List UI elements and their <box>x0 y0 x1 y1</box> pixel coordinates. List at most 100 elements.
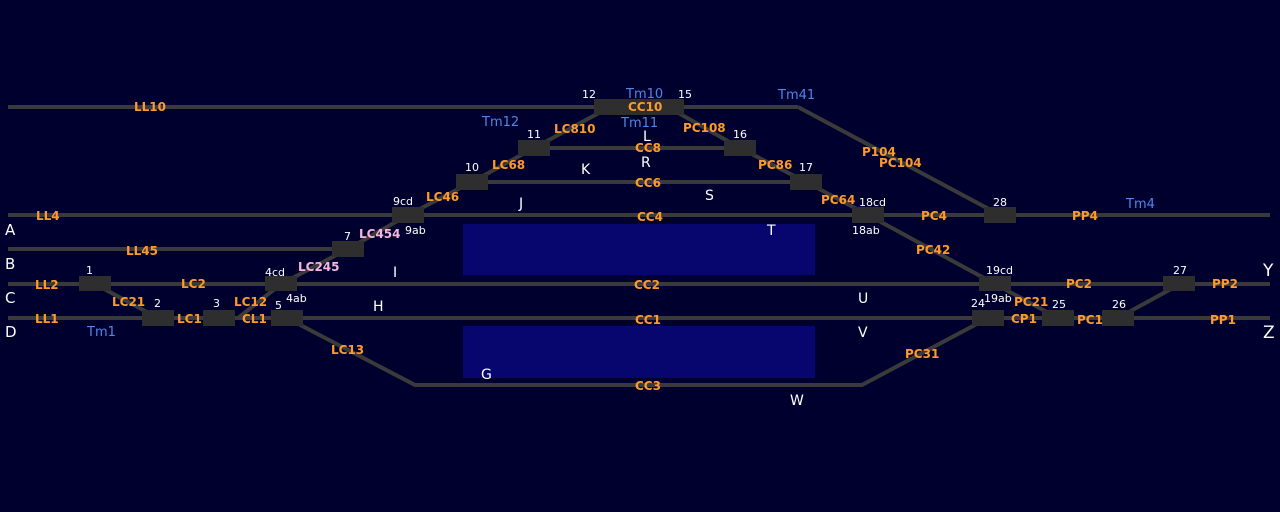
circuit-label-pc4: PC4 <box>921 209 947 223</box>
circuit-label-lc68: LC68 <box>492 158 525 172</box>
circuit-label-lc1: LC1 <box>177 312 202 326</box>
switch-block-19[interactable] <box>979 276 1011 291</box>
point-number: 2 <box>154 297 161 310</box>
circuit-label-cc10: CC10 <box>628 100 662 114</box>
circuit-label-cc3: CC3 <box>635 379 661 393</box>
switch-block-26[interactable] <box>1102 310 1134 326</box>
switch-block-3[interactable] <box>203 310 235 326</box>
point-number: 27 <box>1173 264 1187 277</box>
zone-letter-s: S <box>705 188 714 204</box>
train-tag-tm41[interactable]: Tm41 <box>777 88 815 103</box>
zone-letter-i: I <box>393 265 397 281</box>
zone-letter-t: T <box>766 223 776 239</box>
point-number: 10 <box>465 161 479 174</box>
switch-block-2[interactable] <box>142 310 174 326</box>
circuit-label-ll45: LL45 <box>126 244 158 258</box>
point-number: 17 <box>799 161 813 174</box>
circuit-label-cc6: CC6 <box>635 176 661 190</box>
point-number: 26 <box>1112 298 1126 311</box>
train-tag-tm12[interactable]: Tm12 <box>481 115 519 130</box>
point-number: 9ab <box>405 224 426 237</box>
circuit-label-pc86: PC86 <box>758 158 792 172</box>
point-number: 28 <box>993 196 1007 209</box>
circuit-label-lc12: LC12 <box>234 295 267 309</box>
switch-block-27[interactable] <box>1163 276 1195 291</box>
circuit-label-pc64: PC64 <box>821 193 855 207</box>
zone-letter-h: H <box>373 299 384 315</box>
circuit-label-ll1: LL1 <box>35 312 59 326</box>
circuit-label-ll10: LL10 <box>134 100 166 114</box>
circuit-label-lc46: LC46 <box>426 190 459 204</box>
circuit-label-cl1: CL1 <box>242 312 267 326</box>
circuit-label-pc1: PC1 <box>1077 313 1103 327</box>
circuit-label-pc108: PC108 <box>683 121 726 135</box>
connector-pc42 <box>867 213 996 286</box>
switch-block-17[interactable] <box>790 174 822 190</box>
switch-block-7[interactable] <box>332 241 364 257</box>
point-number: 19cd <box>986 264 1013 277</box>
zone-letter-v: V <box>858 325 868 341</box>
point-number: 11 <box>527 128 541 141</box>
train-tag-tm11[interactable]: Tm11 <box>620 116 658 131</box>
switch-block-9[interactable] <box>392 207 424 223</box>
switch-block-12-15[interactable] <box>594 99 684 115</box>
point-number: 19ab <box>984 292 1012 305</box>
circuit-label-cc8: CC8 <box>635 141 661 155</box>
switch-block-4[interactable] <box>265 276 297 291</box>
circuit-label-pp2: PP2 <box>1212 277 1238 291</box>
train-tag-tm4[interactable]: Tm4 <box>1125 197 1155 212</box>
zone-letter-r: R <box>641 155 651 171</box>
switch-block-10[interactable] <box>456 174 488 190</box>
switch-block-11[interactable] <box>518 140 550 156</box>
point-number: 18cd <box>859 196 886 209</box>
circuit-label-lc21: LC21 <box>112 295 145 309</box>
point-number: 15 <box>678 88 692 101</box>
circuit-label-pp1: PP1 <box>1210 313 1236 327</box>
train-tag-tm1[interactable]: Tm1 <box>86 325 116 340</box>
switch-block-18[interactable] <box>852 207 884 223</box>
switch-block-24[interactable] <box>972 310 1004 326</box>
point-number: 1 <box>86 264 93 277</box>
circuit-label-pc104: PC104 <box>879 156 922 170</box>
connector-pc104 <box>797 105 1001 217</box>
point-number: 5 <box>275 299 282 312</box>
point-number: 12 <box>582 88 596 101</box>
line-label-a: A <box>5 221 16 239</box>
switch-block-5[interactable] <box>271 310 303 326</box>
circuit-label-pc21: PC21 <box>1014 295 1048 309</box>
circuit-label-pc2: PC2 <box>1066 277 1092 291</box>
platform-lower <box>463 326 815 378</box>
zone-letter-j: J <box>518 196 523 212</box>
line-label-d: D <box>5 323 17 341</box>
zone-letter-k: K <box>581 162 591 178</box>
line-label-c: C <box>5 289 15 307</box>
circuit-label-ll2: LL2 <box>35 278 59 292</box>
circuit-label-ll4: LL4 <box>36 209 60 223</box>
circuit-label-lc454: LC454 <box>359 227 401 241</box>
point-number: 18ab <box>852 224 880 237</box>
switch-block-1[interactable] <box>79 276 111 291</box>
point-number: 4ab <box>286 292 307 305</box>
point-number: 9cd <box>393 195 413 208</box>
circuit-label-cc2: CC2 <box>634 278 660 292</box>
switch-block-28[interactable] <box>984 207 1016 223</box>
platform-upper <box>463 224 815 275</box>
circuit-label-lc810: LC810 <box>554 122 596 136</box>
point-number: 3 <box>213 297 220 310</box>
switch-block-25[interactable] <box>1042 310 1074 326</box>
track-cc3 <box>286 316 989 387</box>
train-tag-tm10[interactable]: Tm10 <box>625 87 663 102</box>
circuit-label-lc245: LC245 <box>298 260 340 274</box>
circuit-label-cp1: CP1 <box>1011 312 1037 326</box>
circuit-label-lc13: LC13 <box>331 343 364 357</box>
circuit-label-cc1: CC1 <box>635 313 661 327</box>
switch-block-16[interactable] <box>724 140 756 156</box>
point-number: 16 <box>733 128 747 141</box>
zone-letter-w: W <box>790 393 804 409</box>
point-number: 4cd <box>265 266 285 279</box>
point-number: 7 <box>344 230 351 243</box>
circuit-label-pc42: PC42 <box>916 243 950 257</box>
zone-letter-u: U <box>858 291 868 307</box>
